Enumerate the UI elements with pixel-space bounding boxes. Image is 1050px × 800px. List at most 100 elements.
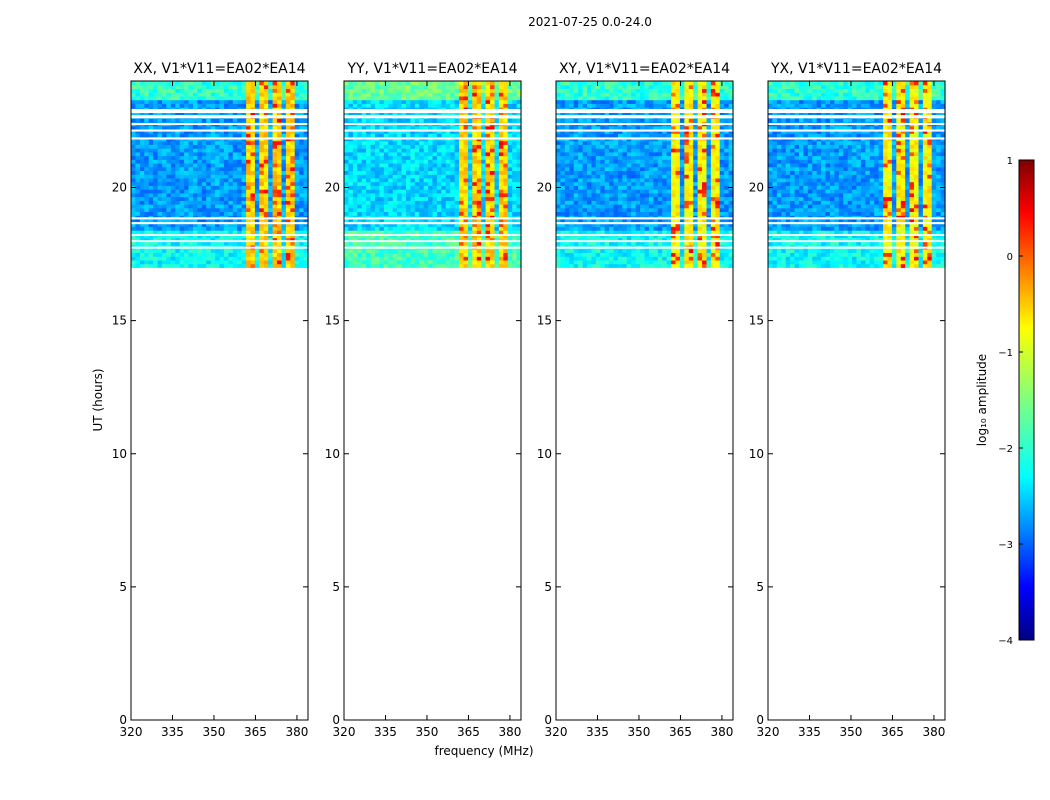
heatmap-cell: [290, 192, 296, 198]
heatmap-cell: [432, 248, 438, 253]
heatmap-cell: [268, 155, 274, 160]
heatmap-cell: [219, 196, 225, 201]
heatmap-cell: [604, 207, 610, 212]
heatmap-cell: [361, 241, 367, 246]
heatmap-cell: [370, 252, 376, 257]
heatmap-cell: [432, 129, 438, 134]
heatmap-cell: [357, 207, 363, 212]
heatmap-cell: [228, 140, 234, 145]
heatmap-cell: [512, 263, 518, 268]
heatmap-cell: [578, 241, 584, 246]
heatmap-cell: [392, 95, 398, 101]
heatmap-cell: [490, 103, 495, 108]
heatmap-cell: [170, 200, 176, 205]
heatmap-cell: [144, 177, 150, 183]
heatmap-cell: [285, 129, 291, 134]
heatmap-cell: [423, 204, 429, 209]
heatmap-cell: [197, 200, 203, 205]
heatmap-cell: [254, 218, 260, 224]
heatmap-cell: [210, 144, 216, 149]
heatmap-cell: [170, 196, 176, 201]
heatmap-cell: [684, 207, 690, 212]
heatmap-cell: [410, 118, 416, 123]
heatmap-cell: [223, 148, 229, 153]
heatmap-cell: [383, 237, 389, 242]
heatmap-cell: [410, 155, 416, 160]
heatmap-cell: [166, 248, 172, 253]
heatmap-cell: [303, 99, 309, 104]
heatmap-cell: [246, 252, 252, 257]
heatmap-cell: [184, 92, 190, 97]
heatmap-cell: [383, 95, 389, 101]
heatmap-cell: [648, 181, 654, 186]
heatmap-cell: [139, 133, 145, 138]
heatmap-cell: [206, 177, 212, 183]
heatmap-cell: [441, 226, 447, 231]
heatmap-cell: [618, 256, 623, 261]
heatmap-cell: [472, 144, 478, 149]
heatmap-cell: [498, 204, 504, 209]
heatmap-cell: [201, 222, 207, 227]
heatmap-cell: [432, 159, 438, 164]
heatmap-cell: [635, 222, 641, 227]
heatmap-cell: [162, 237, 167, 242]
heatmap-cell: [170, 155, 176, 160]
heatmap-cell: [263, 237, 269, 242]
heatmap-cell: [410, 177, 416, 183]
heatmap-cell: [410, 241, 416, 246]
heatmap-cell: [706, 248, 712, 253]
heatmap-cell: [361, 189, 367, 194]
heatmap-cell: [379, 259, 385, 265]
x-tick-label: 335: [374, 725, 397, 739]
heatmap-cell: [710, 248, 716, 253]
heatmap-cell: [272, 222, 278, 227]
heatmap-cell: [254, 230, 260, 235]
heatmap-cell: [582, 222, 588, 227]
heatmap-cell: [303, 263, 309, 268]
heatmap-cell: [139, 170, 145, 175]
heatmap-cell: [299, 133, 305, 138]
heatmap-cell: [423, 125, 429, 130]
heatmap-cell: [397, 163, 403, 168]
heatmap-cell: [392, 129, 398, 134]
heatmap-cell: [268, 81, 274, 86]
heatmap-cell: [494, 125, 500, 130]
heatmap-cell: [410, 185, 416, 190]
heatmap-cell: [463, 226, 469, 231]
heatmap-cell: [631, 237, 637, 242]
heatmap-cell: [631, 204, 637, 209]
heatmap-cell: [463, 252, 469, 257]
heatmap-cell: [361, 204, 367, 209]
heatmap-cell: [175, 237, 181, 242]
heatmap-cell: [131, 192, 136, 198]
heatmap-cell: [397, 133, 403, 138]
heatmap-cell: [294, 211, 300, 216]
heatmap-cell: [131, 256, 136, 261]
heatmap-cell: [285, 140, 291, 145]
heatmap-cell: [476, 256, 482, 261]
heatmap-cell: [206, 103, 212, 108]
heatmap-cell: [366, 159, 372, 164]
heatmap-cell: [281, 226, 287, 231]
heatmap-cell: [397, 84, 403, 89]
heatmap-cell: [485, 140, 491, 145]
heatmap-cell: [193, 129, 198, 134]
heatmap-cell: [246, 256, 252, 261]
heatmap-cell: [139, 226, 145, 231]
heatmap-cell: [706, 218, 712, 224]
heatmap-cell: [476, 129, 482, 134]
heatmap-cell: [215, 88, 221, 93]
heatmap-cell: [436, 92, 442, 97]
heatmap-cell: [135, 248, 141, 253]
heatmap-cell: [436, 192, 442, 198]
heatmap-cell: [498, 218, 504, 224]
heatmap-cell: [388, 81, 394, 86]
heatmap-cell: [290, 237, 296, 242]
heatmap-cell: [428, 263, 434, 268]
heatmap-cell: [383, 151, 389, 157]
heatmap-cell: [419, 237, 425, 242]
heatmap-cell: [604, 189, 610, 194]
heatmap-cell: [241, 159, 247, 164]
heatmap-cell: [348, 211, 354, 216]
